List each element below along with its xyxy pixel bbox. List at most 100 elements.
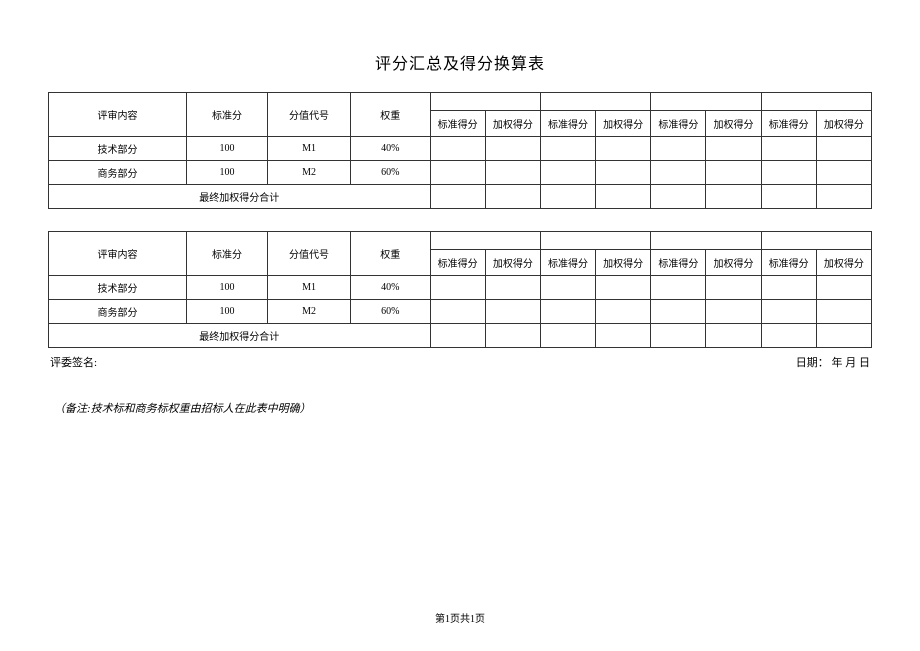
cell-empty	[430, 300, 485, 324]
cell-code: M1	[268, 276, 351, 300]
cell-std: 100	[186, 137, 267, 161]
signature-label: 评委签名:	[50, 354, 97, 370]
page-number: 第1页共1页	[0, 610, 920, 625]
cell-empty	[816, 161, 871, 185]
subheader-std-score: 标准得分	[430, 250, 485, 276]
cell-empty	[540, 185, 595, 209]
cell-empty	[430, 324, 485, 348]
date-label: 日期： 年 月 日	[796, 354, 870, 370]
cell-content: 技术部分	[49, 276, 187, 300]
subheader-weighted-score: 加权得分	[596, 111, 651, 137]
cell-content: 商务部分	[49, 161, 187, 185]
cell-weight: 40%	[350, 137, 430, 161]
cell-empty	[816, 300, 871, 324]
cell-empty	[485, 161, 540, 185]
header-weight: 权重	[350, 93, 430, 137]
subheader-std-score: 标准得分	[430, 111, 485, 137]
cell-empty	[706, 137, 761, 161]
cell-empty	[485, 185, 540, 209]
cell-empty	[485, 137, 540, 161]
subheader-weighted-score: 加权得分	[485, 111, 540, 137]
header-content: 评审内容	[49, 93, 187, 137]
cell-empty	[651, 137, 706, 161]
cell-empty	[761, 161, 816, 185]
cell-empty	[706, 276, 761, 300]
cell-code: M1	[268, 137, 351, 161]
score-table-1: 评审内容 标准分 分值代号 权重 标准得分 加权得分 标准得分 加权得分 标准得…	[48, 92, 872, 209]
cell-empty	[596, 137, 651, 161]
cell-empty	[651, 185, 706, 209]
cell-empty	[761, 324, 816, 348]
cell-empty	[540, 276, 595, 300]
header-bidder-2	[540, 232, 650, 250]
header-std: 标准分	[186, 232, 267, 276]
cell-content: 技术部分	[49, 137, 187, 161]
cell-empty	[596, 276, 651, 300]
subheader-std-score: 标准得分	[651, 250, 706, 276]
total-label: 最终加权得分合计	[49, 324, 431, 348]
header-bidder-1	[430, 93, 540, 111]
cell-empty	[596, 161, 651, 185]
cell-empty	[430, 161, 485, 185]
cell-empty	[761, 300, 816, 324]
cell-empty	[540, 300, 595, 324]
cell-empty	[651, 300, 706, 324]
cell-empty	[430, 185, 485, 209]
cell-empty	[596, 185, 651, 209]
cell-empty	[540, 324, 595, 348]
cell-empty	[761, 137, 816, 161]
cell-weight: 60%	[350, 300, 430, 324]
cell-empty	[485, 276, 540, 300]
header-bidder-3	[651, 93, 761, 111]
cell-empty	[816, 137, 871, 161]
cell-empty	[651, 161, 706, 185]
cell-empty	[706, 161, 761, 185]
cell-empty	[596, 300, 651, 324]
cell-code: M2	[268, 161, 351, 185]
score-table-2: 评审内容 标准分 分值代号 权重 标准得分 加权得分 标准得分 加权得分 标准得…	[48, 231, 872, 348]
cell-std: 100	[186, 161, 267, 185]
subheader-std-score: 标准得分	[540, 111, 595, 137]
header-bidder-1	[430, 232, 540, 250]
subheader-weighted-score: 加权得分	[816, 111, 871, 137]
subheader-std-score: 标准得分	[540, 250, 595, 276]
cell-empty	[540, 161, 595, 185]
page-title: 评分汇总及得分换算表	[48, 50, 872, 74]
cell-weight: 40%	[350, 276, 430, 300]
cell-empty	[485, 300, 540, 324]
cell-empty	[430, 137, 485, 161]
cell-empty	[706, 185, 761, 209]
cell-empty	[816, 185, 871, 209]
subheader-std-score: 标准得分	[761, 111, 816, 137]
cell-code: M2	[268, 300, 351, 324]
header-bidder-3	[651, 232, 761, 250]
header-bidder-2	[540, 93, 650, 111]
cell-empty	[596, 324, 651, 348]
subheader-std-score: 标准得分	[651, 111, 706, 137]
header-content: 评审内容	[49, 232, 187, 276]
cell-empty	[761, 185, 816, 209]
cell-empty	[706, 324, 761, 348]
cell-std: 100	[186, 300, 267, 324]
cell-empty	[816, 276, 871, 300]
cell-empty	[816, 324, 871, 348]
footnote: （备注:技术标和商务标权重由招标人在此表中明确）	[48, 400, 872, 416]
header-weight: 权重	[350, 232, 430, 276]
subheader-weighted-score: 加权得分	[706, 111, 761, 137]
cell-empty	[540, 137, 595, 161]
header-std: 标准分	[186, 93, 267, 137]
cell-empty	[651, 324, 706, 348]
header-bidder-4	[761, 93, 871, 111]
header-code: 分值代号	[268, 93, 351, 137]
subheader-weighted-score: 加权得分	[596, 250, 651, 276]
subheader-weighted-score: 加权得分	[816, 250, 871, 276]
header-bidder-4	[761, 232, 871, 250]
cell-empty	[485, 324, 540, 348]
cell-empty	[651, 276, 706, 300]
subheader-weighted-score: 加权得分	[706, 250, 761, 276]
cell-weight: 60%	[350, 161, 430, 185]
cell-empty	[430, 276, 485, 300]
cell-std: 100	[186, 276, 267, 300]
subheader-std-score: 标准得分	[761, 250, 816, 276]
subheader-weighted-score: 加权得分	[485, 250, 540, 276]
